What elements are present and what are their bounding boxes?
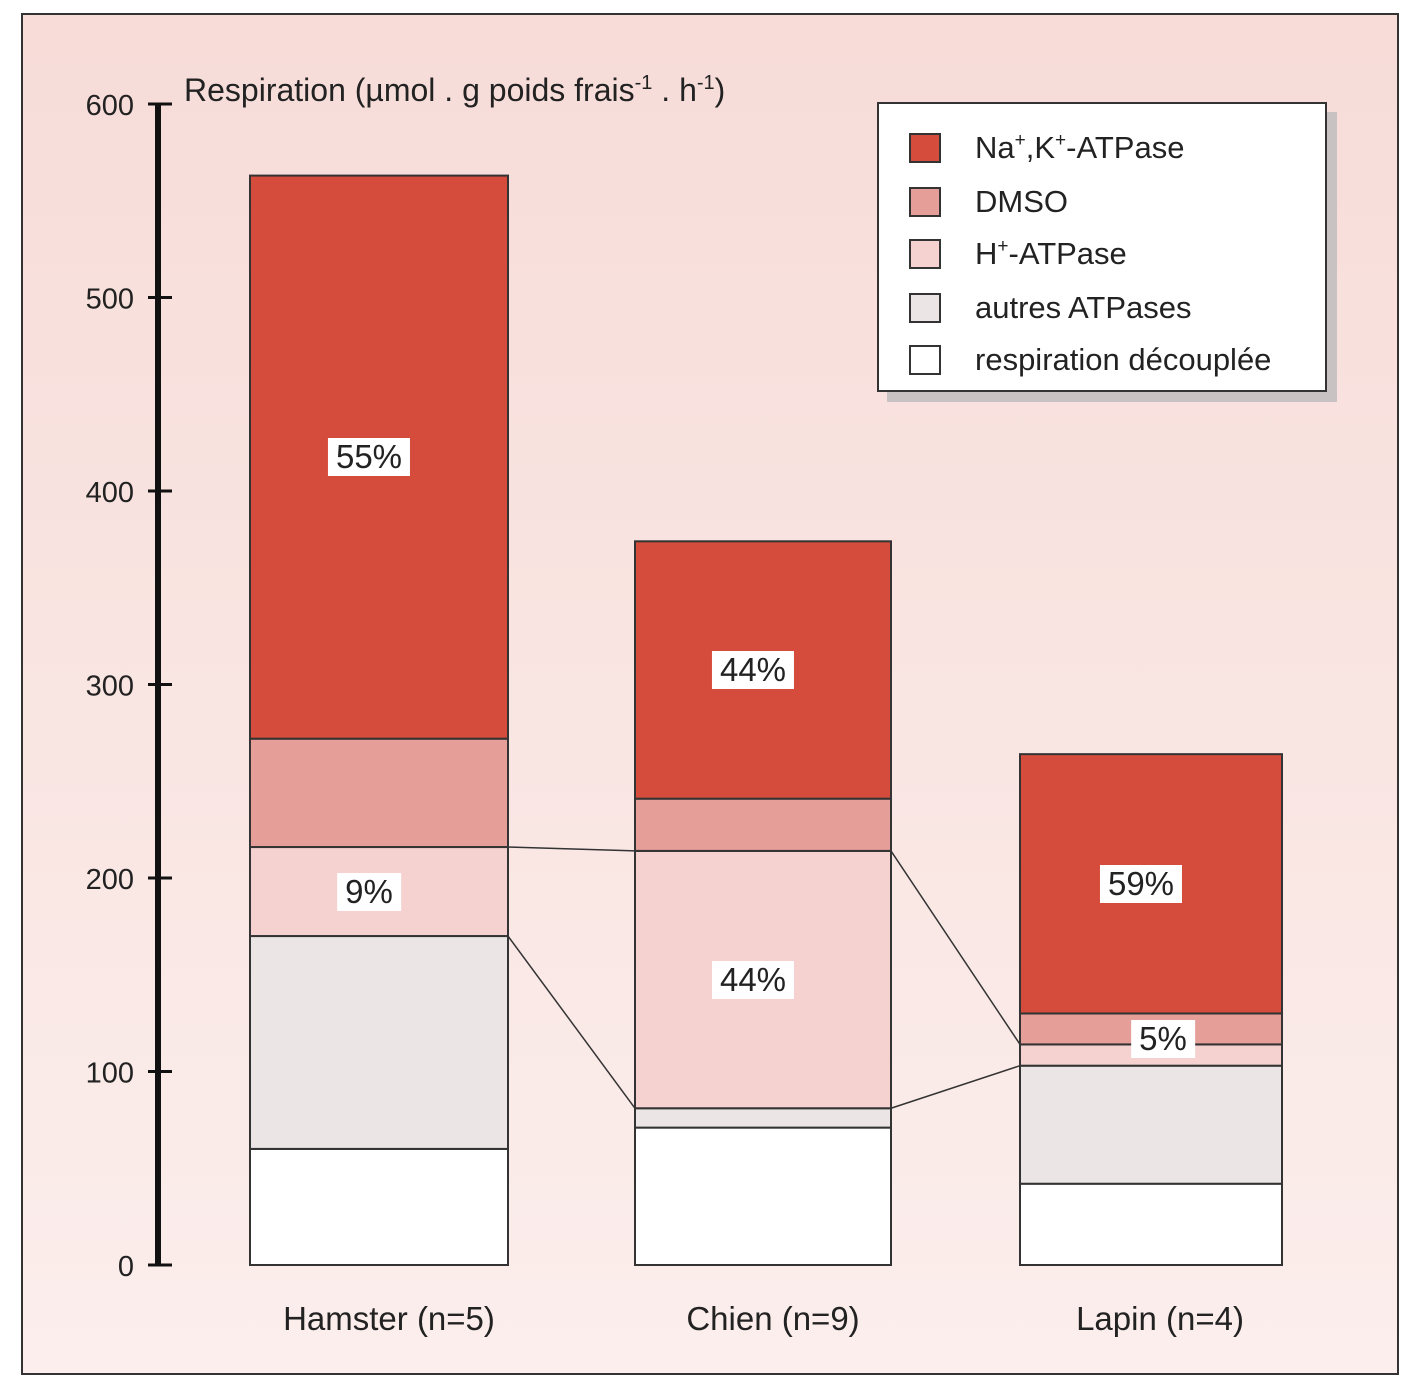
bar-segment xyxy=(249,737,509,849)
legend: Na+,K+-ATPase DMSO H+-ATPase autres ATPa… xyxy=(877,102,1327,392)
bar-segment xyxy=(634,1107,892,1129)
legend-label: respiration découplée xyxy=(975,342,1272,377)
category-label-lapin: Lapin (n=4) xyxy=(1076,1300,1244,1337)
y-tick-label: 100 xyxy=(86,1058,134,1090)
legend-item-autres-atpases: autres ATPases xyxy=(909,290,1192,326)
legend-label: DMSO xyxy=(975,184,1068,219)
percentage-label: 9% xyxy=(337,872,401,911)
y-tick-label: 600 xyxy=(86,90,134,122)
y-tick-label: 400 xyxy=(86,477,134,509)
y-axis-label: Respiration (µmol . g poids frais-1 . h-… xyxy=(184,72,726,108)
y-tick-label: 300 xyxy=(86,671,134,703)
y-ticks: 0 100 200 300 400 500 600 xyxy=(86,90,172,1283)
legend-swatch xyxy=(909,133,941,163)
percentage-label: 44% xyxy=(711,960,795,999)
legend-swatch xyxy=(909,293,941,323)
bar-segment xyxy=(1019,1182,1283,1266)
legend-item-h-atpase: H+-ATPase xyxy=(909,236,1127,272)
legend-label: Na+,K+-ATPase xyxy=(975,130,1185,165)
y-tick-label: 0 xyxy=(118,1251,134,1283)
connector-line xyxy=(507,846,636,852)
legend-label: H+-ATPase xyxy=(975,236,1127,271)
legend-item-na-k-atpase: Na+,K+-ATPase xyxy=(909,130,1184,166)
percentage-label: 44% xyxy=(711,650,795,689)
percentage-label: 59% xyxy=(1099,864,1183,903)
connector-lines xyxy=(507,846,1021,1109)
y-tick-label: 500 xyxy=(86,284,134,316)
legend-swatch xyxy=(909,187,941,217)
connector-line xyxy=(890,1064,1021,1109)
bar-segment xyxy=(249,935,509,1150)
percentage-label: 55% xyxy=(327,438,411,477)
bar-segment xyxy=(1019,1064,1283,1185)
category-label-hamster: Hamster (n=5) xyxy=(283,1300,495,1337)
connector-line xyxy=(890,850,1021,1045)
percentage-label: 5% xyxy=(1131,1020,1195,1059)
category-label-chien: Chien (n=9) xyxy=(686,1300,860,1337)
bar-segment xyxy=(634,1126,892,1266)
bar-segment xyxy=(249,1147,509,1267)
bar-segment xyxy=(634,797,892,852)
legend-label: autres ATPases xyxy=(975,290,1192,325)
bars xyxy=(249,174,1283,1267)
legend-swatch xyxy=(909,239,941,269)
connector-line xyxy=(507,935,636,1109)
y-tick-label: 200 xyxy=(86,864,134,896)
legend-swatch xyxy=(909,345,941,375)
legend-item-respiration-decouplee: respiration découplée xyxy=(909,342,1271,378)
legend-item-dmso: DMSO xyxy=(909,184,1068,220)
